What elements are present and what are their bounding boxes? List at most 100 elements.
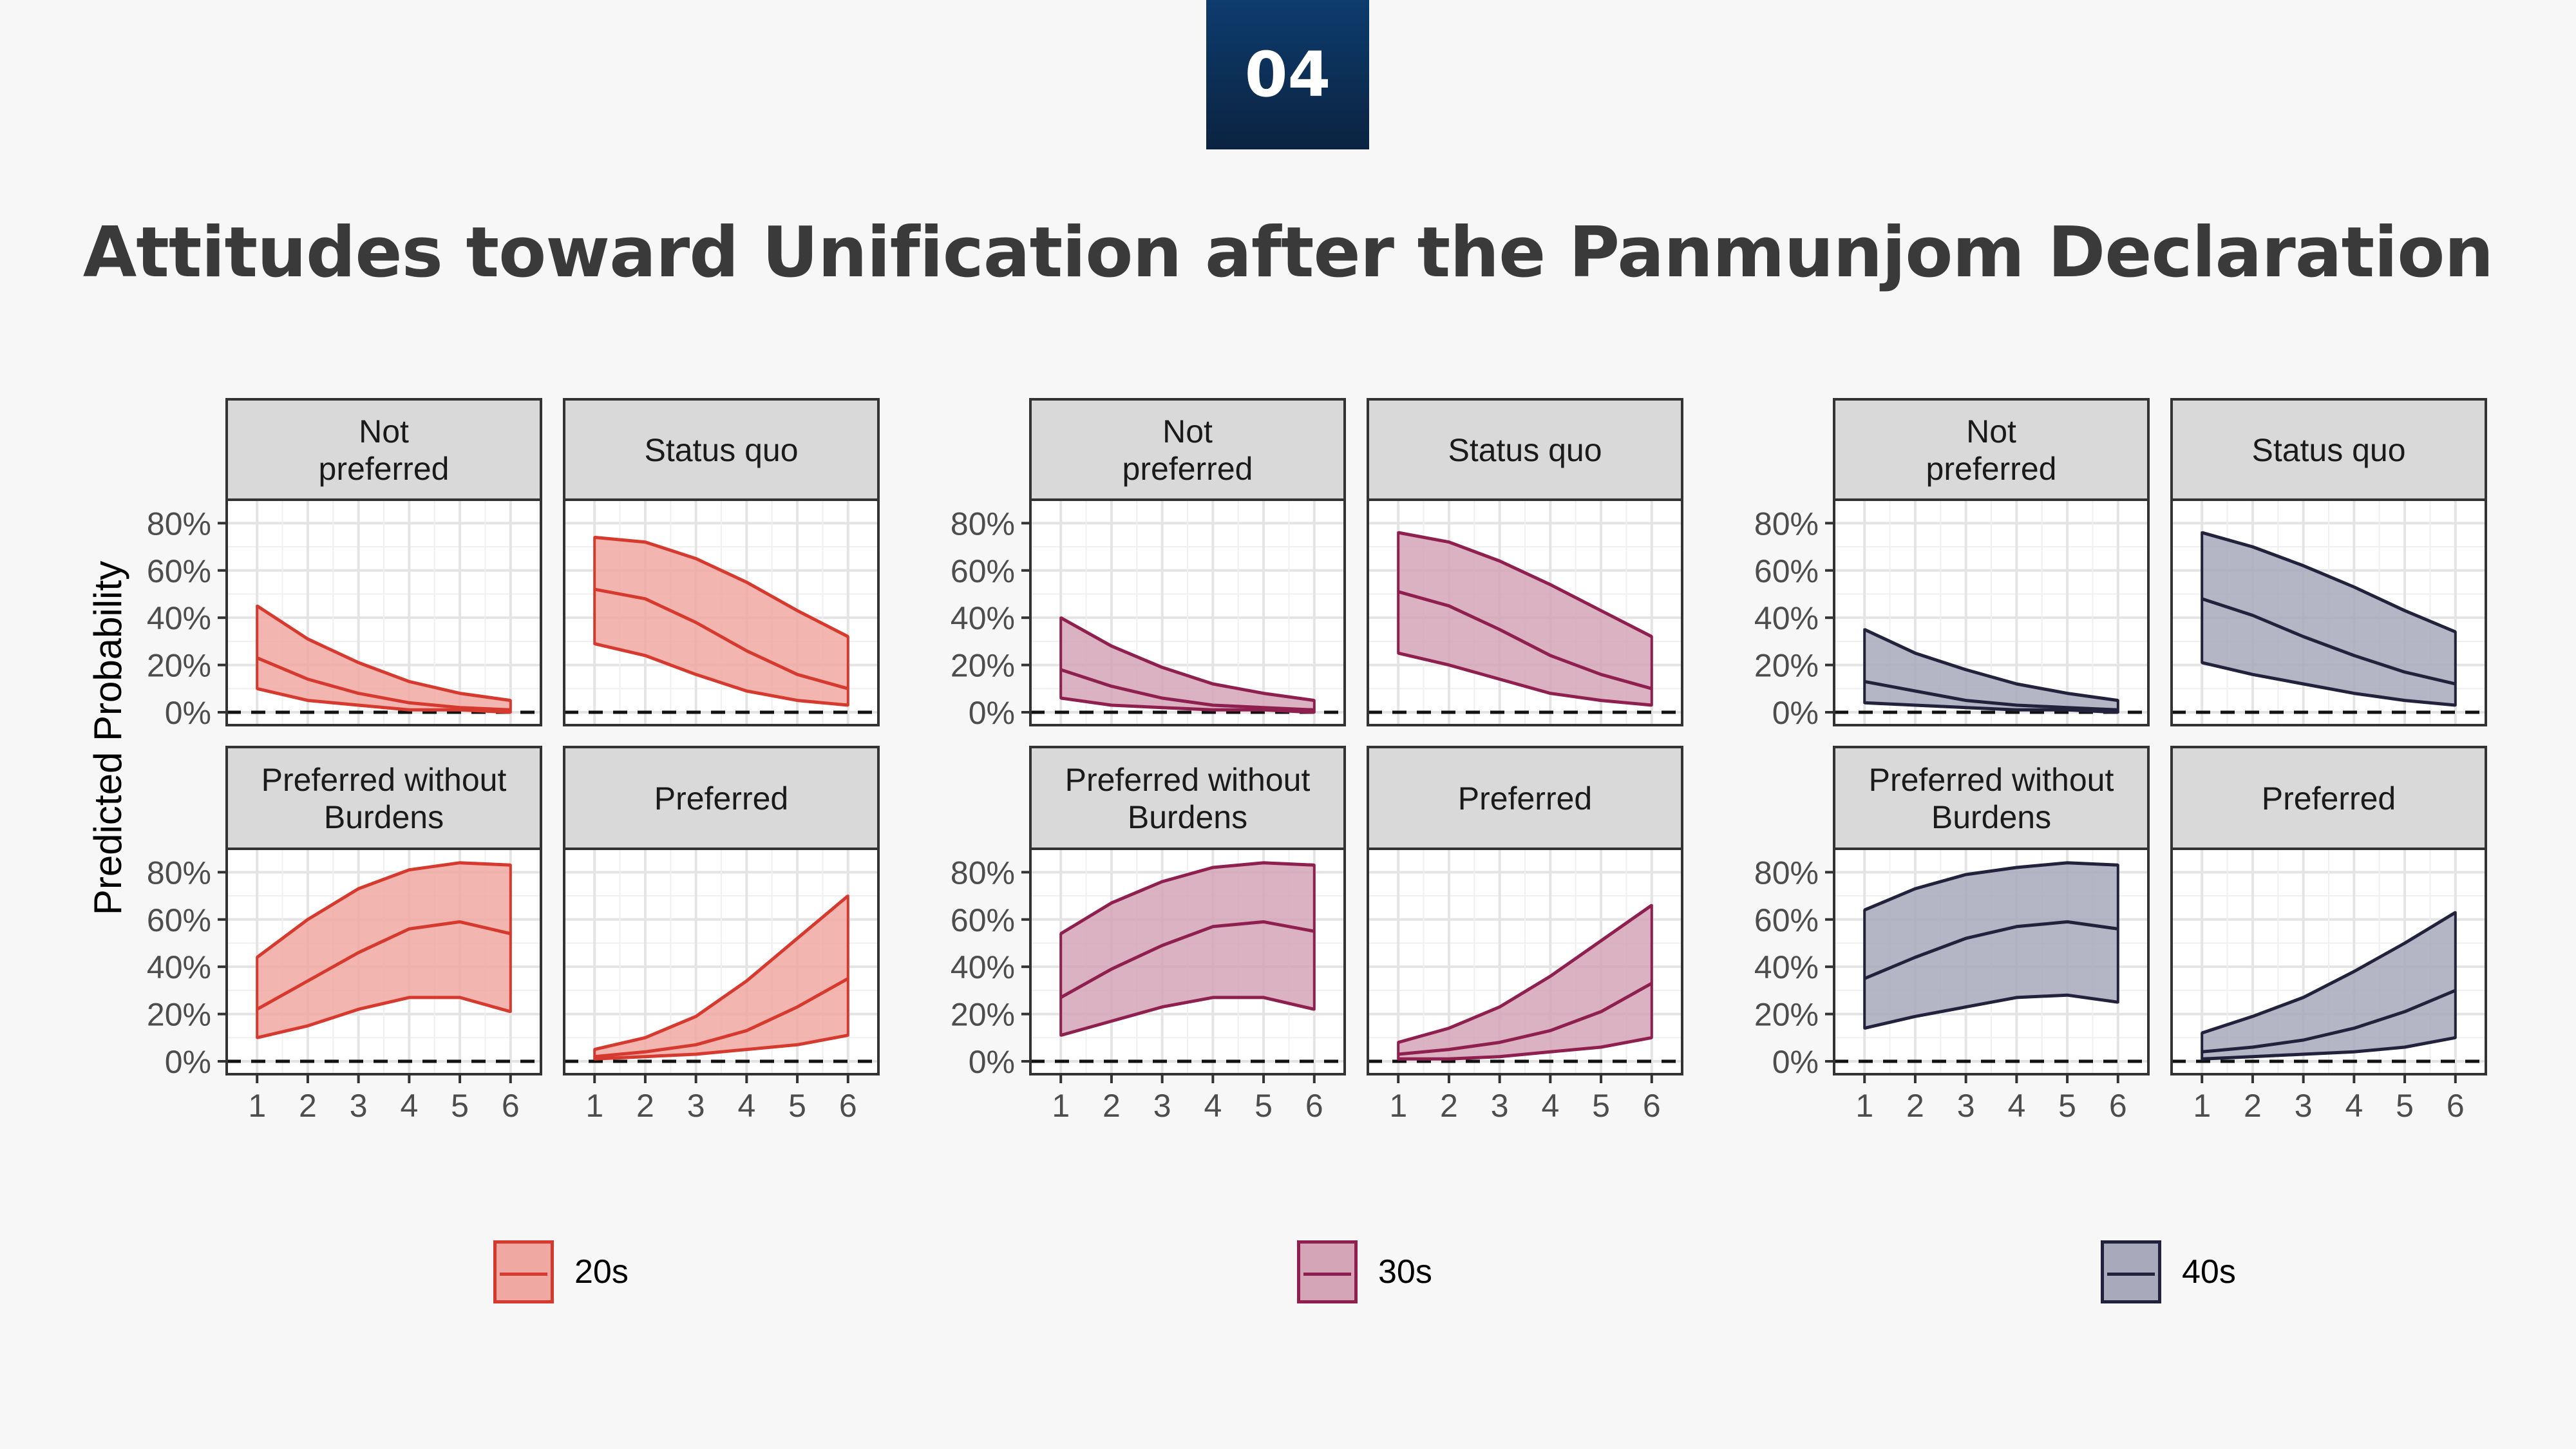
x-tick-label: 1	[1052, 1088, 1070, 1124]
y-tick-label: 20%	[951, 997, 1015, 1033]
x-tick-label: 6	[502, 1088, 520, 1124]
facet-label: Not preferred	[1122, 413, 1253, 487]
y-tick-label: 80%	[1754, 855, 1819, 891]
x-tick-label: 4	[737, 1088, 755, 1124]
x-tick-label: 4	[2345, 1088, 2363, 1124]
y-tick-label: 20%	[147, 997, 211, 1033]
x-tick-label: 3	[1153, 1088, 1171, 1124]
y-tick-label: 80%	[951, 855, 1015, 891]
y-tick-label: 20%	[1754, 997, 1819, 1033]
y-axis-label: Predicted Probability	[86, 561, 129, 915]
y-tick-label: 40%	[147, 600, 211, 636]
legend-label: 30s	[1378, 1253, 1432, 1291]
upper-line-20s-preferred	[594, 895, 849, 1052]
upper-line-40s-not-preferred	[1864, 628, 2119, 703]
facet-strip	[563, 398, 880, 501]
legend-label: 40s	[2182, 1253, 2236, 1291]
upper-line-20s-status-quo	[594, 535, 849, 638]
y-tick-label: 80%	[147, 855, 211, 891]
x-tick-label: 6	[2447, 1088, 2465, 1124]
y-tick-label: 40%	[1754, 600, 1819, 636]
y-tick-label: 0%	[1772, 695, 1819, 731]
y-tick-label: 20%	[1754, 648, 1819, 684]
page-title: Attitudes toward Unification after the P…	[82, 213, 2494, 293]
lower-line-20s-not-preferred	[256, 687, 511, 714]
x-tick-label: 6	[1305, 1088, 1323, 1124]
x-tick-label: 6	[839, 1088, 857, 1124]
mid-line-40s-preferred	[2201, 989, 2456, 1054]
mid-line-30s-preferred-without-burdens	[1059, 920, 1315, 999]
mid-line-30s-status-quo	[1397, 590, 1653, 690]
y-tick-label: 0%	[969, 695, 1015, 731]
x-tick-label: 5	[1255, 1088, 1273, 1124]
y-tick-label: 60%	[147, 553, 211, 589]
facet-strip	[1367, 398, 1683, 501]
upper-line-30s-status-quo	[1397, 531, 1653, 638]
lower-line-40s-preferred-without-burdens	[1864, 993, 2119, 1030]
x-tick-label: 1	[2193, 1088, 2211, 1124]
y-tick-label: 60%	[951, 553, 1015, 589]
facet-strip	[1833, 746, 2150, 850]
x-tick-label: 2	[1906, 1088, 1924, 1124]
x-tick-label: 1	[1389, 1088, 1407, 1124]
y-tick-label: 80%	[147, 506, 211, 542]
facet-strip	[225, 746, 542, 850]
legend-key-swatch	[1297, 1240, 1358, 1303]
legend-label: 20s	[574, 1253, 629, 1291]
legend-key-line	[500, 1273, 547, 1276]
facet-label: Status quo	[1448, 432, 1602, 468]
x-tick-label: 3	[1491, 1088, 1509, 1124]
mid-line-20s-preferred-without-burdens	[256, 920, 511, 1011]
x-tick-label: 2	[2244, 1088, 2262, 1124]
upper-line-30s-preferred	[1397, 904, 1653, 1045]
y-tick-label: 0%	[165, 1044, 211, 1080]
facet-strip	[2170, 398, 2487, 501]
mid-line-30s-not-preferred	[1060, 668, 1314, 712]
legend-item-30s: 30s	[1297, 1238, 1432, 1306]
mid-line-40s-preferred-without-burdens	[1864, 920, 2119, 980]
x-tick-label: 3	[687, 1088, 705, 1124]
y-tick-label: 40%	[951, 949, 1015, 985]
legend-key-line	[2107, 1273, 2155, 1276]
legend-item-40s: 40s	[2101, 1238, 2236, 1306]
x-tick-label: 6	[1643, 1088, 1661, 1124]
x-tick-label: 2	[1103, 1088, 1121, 1124]
facet-label: Not preferred	[319, 413, 450, 487]
x-tick-label: 5	[788, 1088, 806, 1124]
facet-strip	[1029, 746, 1346, 850]
facet-strip	[1029, 398, 1346, 501]
facet-label: Preferred without Burdens	[1065, 762, 1311, 835]
lower-line-30s-preferred-without-burdens	[1060, 996, 1315, 1037]
y-tick-label: 20%	[951, 648, 1015, 684]
lower-line-40s-preferred	[2202, 1036, 2456, 1061]
upper-line-40s-preferred	[2201, 911, 2457, 1035]
x-tick-label: 5	[1592, 1088, 1610, 1124]
facet-label: Preferred	[2262, 781, 2396, 817]
x-tick-label: 2	[299, 1088, 317, 1124]
facet-label: Status quo	[2251, 432, 2405, 468]
upper-line-20s-preferred-without-burdens	[256, 861, 511, 959]
legend-item-20s: 20s	[493, 1238, 629, 1306]
x-tick-label: 2	[1440, 1088, 1458, 1124]
mid-line-30s-preferred	[1397, 981, 1653, 1056]
y-tick-label: 80%	[1754, 506, 1819, 542]
lower-line-20s-preferred-without-burdens	[256, 996, 511, 1039]
lower-line-30s-status-quo	[1397, 651, 1653, 707]
x-tick-label: 3	[2295, 1088, 2313, 1124]
y-tick-label: 40%	[951, 600, 1015, 636]
y-tick-label: 0%	[165, 695, 211, 731]
facet-label: Preferred	[1458, 781, 1592, 817]
x-tick-label: 4	[400, 1088, 418, 1124]
x-tick-label: 1	[1855, 1088, 1873, 1124]
facet-strip	[1833, 398, 2150, 501]
upper-line-30s-not-preferred	[1059, 616, 1315, 703]
facet-strip	[1367, 746, 1683, 850]
mid-line-20s-status-quo	[594, 587, 849, 690]
lower-line-40s-status-quo	[2201, 661, 2456, 707]
y-tick-label: 60%	[1754, 553, 1819, 589]
lower-line-40s-not-preferred	[1864, 701, 2118, 714]
mid-line-20s-preferred	[594, 977, 849, 1059]
lower-line-20s-preferred	[594, 1034, 849, 1061]
lower-line-30s-not-preferred	[1060, 696, 1314, 714]
y-tick-label: 60%	[1754, 902, 1819, 938]
